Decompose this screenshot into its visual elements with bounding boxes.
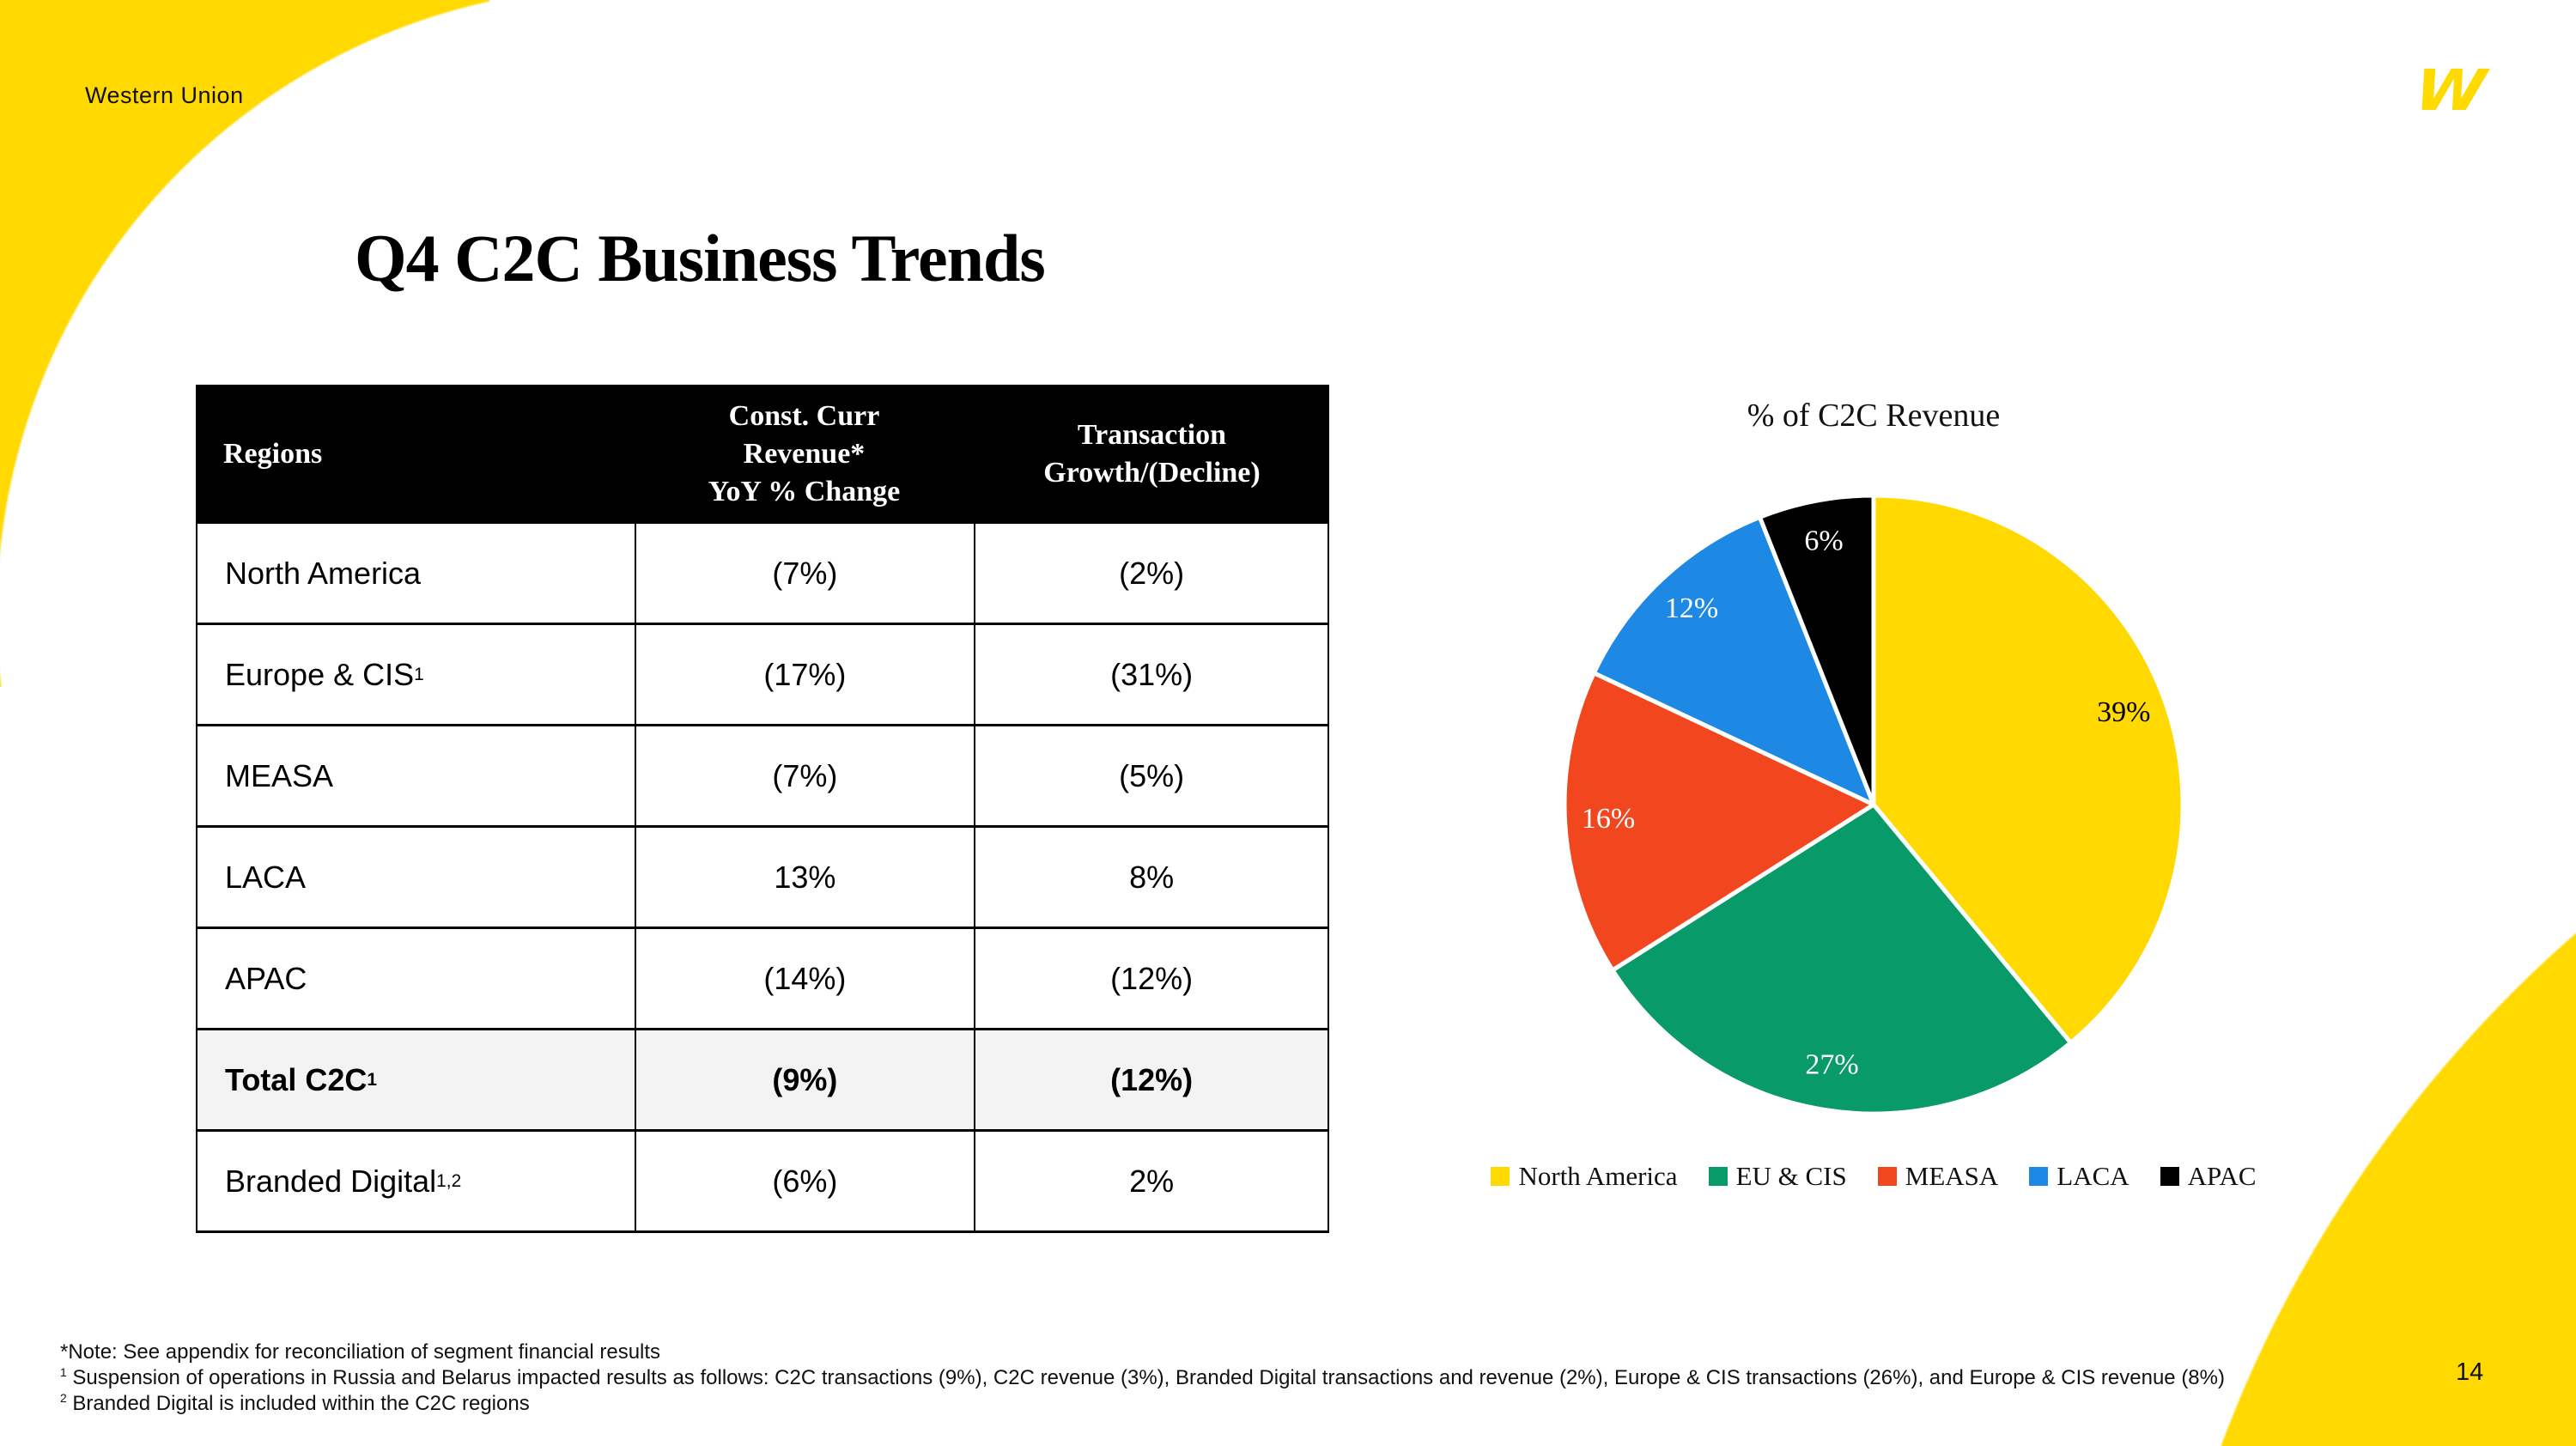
legend-item-apac: APAC: [2160, 1161, 2257, 1192]
legend-item-north-america: North America: [1491, 1161, 1678, 1192]
table-row-apac: APAC (14%) (12%): [197, 927, 1327, 1028]
pie-slice-north-america: [1871, 493, 2185, 1045]
legend-label: EU & CIS: [1735, 1161, 1847, 1191]
table-row-branded-digital: Branded Digital 1,2 (6%) 2%: [197, 1129, 1327, 1230]
revenue-cell: (17%): [634, 625, 975, 724]
region-cell: Total C2C 1: [225, 1061, 377, 1097]
table-row-north-america: North America (7%) (2%): [197, 524, 1327, 623]
region-cell: Branded Digital 1,2: [225, 1163, 462, 1199]
header-cell-regions: Regions: [223, 438, 323, 470]
legend-item-eu-cis: EU & CIS: [1708, 1161, 1847, 1192]
header-cell-const-curr-revenue: Const. Curr Revenue* YoY % Change: [708, 400, 901, 507]
revenue-cell: (7%): [634, 524, 975, 623]
legend-swatch-icon: [1708, 1167, 1728, 1186]
page-title: Q4 C2C Business Trends: [355, 221, 1046, 295]
yellow-swoosh-bottom-right: [2220, 932, 2576, 1446]
pie-slice-apac: [1758, 493, 1876, 807]
table-header-row: Regions Const. Curr Revenue* YoY % Change Tr…: [196, 385, 1329, 524]
region-cell: North America: [225, 555, 422, 591]
revenue-cell: 13%: [634, 828, 975, 927]
pie-slice-laca: [1591, 514, 1876, 807]
legend-label: MEASA: [1905, 1161, 1999, 1191]
footnotes: *Note: See appendix for reconciliation o…: [60, 1340, 2225, 1417]
pie-slice-label: 16%: [1582, 803, 1635, 835]
pie-slice-label: 27%: [1805, 1049, 1858, 1081]
transactions-cell: (31%): [974, 625, 1327, 724]
table-row-laca: LACA 13% 8%: [197, 825, 1327, 927]
wu-logo-w-icon: W: [2411, 58, 2489, 124]
legend-item-measa: MEASA: [1877, 1161, 1999, 1192]
table-body: North America (7%) (2%) Europe & CIS 1 (17%)(…: [196, 524, 1329, 1233]
pie-slice-label: 39%: [2097, 696, 2150, 728]
legend-label: North America: [1518, 1161, 1678, 1191]
region-cell: APAC: [225, 960, 307, 996]
pie-slice-measa: [1562, 671, 1876, 973]
transactions-cell: 8%: [974, 828, 1327, 927]
footnote-line: 1 Suspension of operations in Russia and…: [60, 1365, 2225, 1389]
brand-text: Western Union: [85, 82, 244, 108]
transactions-cell: 2%: [974, 1132, 1327, 1230]
revenue-cell: (14%): [634, 929, 975, 1028]
transactions-cell: (12%): [974, 929, 1327, 1028]
region-cell: MEASA: [225, 757, 334, 793]
transactions-cell: (5%): [974, 726, 1327, 825]
table-row-total-c2c: Total C2C 1 (9%) (12%): [197, 1028, 1327, 1129]
legend-swatch-icon: [2029, 1167, 2049, 1186]
legend-label: APAC: [2187, 1161, 2257, 1191]
chart-title: % of C2C Revenue: [1747, 398, 2001, 434]
pie-slice-eu-cis: [1610, 802, 2073, 1116]
transactions-cell: (2%): [974, 524, 1327, 623]
regions-table: Regions Const. Curr Revenue* YoY % Change Tr…: [196, 385, 1329, 1233]
pie-legend: North America EU & CIS MEASA LACA APAC: [1444, 1161, 2303, 1192]
legend-swatch-icon: [1491, 1167, 1510, 1186]
pie-slice-label: 6%: [1804, 526, 1843, 557]
legend-item-laca: LACA: [2029, 1161, 2129, 1192]
table-row-europe-cis: Europe & CIS 1 (17%) (31%): [197, 623, 1327, 724]
region-cell: Europe & CIS 1: [225, 656, 424, 692]
revenue-cell: (9%): [634, 1030, 975, 1129]
footnote-line: *Note: See appendix for reconciliation o…: [60, 1340, 661, 1364]
transactions-cell: (12%): [974, 1030, 1327, 1129]
footnote-line: 2 Branded Digital is included within the…: [60, 1391, 530, 1415]
table-row-measa: MEASA (7%) (5%): [197, 724, 1327, 825]
legend-swatch-icon: [2160, 1167, 2179, 1186]
revenue-cell: (6%): [634, 1132, 975, 1230]
pie-chart: 39% 27% 16% 12% 6%: [1547, 478, 2200, 1131]
page-number: 14: [2456, 1358, 2484, 1386]
region-cell: LACA: [225, 859, 307, 895]
pie-slice-label: 12%: [1665, 592, 1718, 624]
revenue-cell: (7%): [634, 726, 975, 825]
header-cell-transaction-growth: Transaction Growth/(Decline): [1043, 419, 1261, 489]
legend-label: LACA: [2057, 1161, 2129, 1191]
legend-swatch-icon: [1877, 1167, 1897, 1186]
